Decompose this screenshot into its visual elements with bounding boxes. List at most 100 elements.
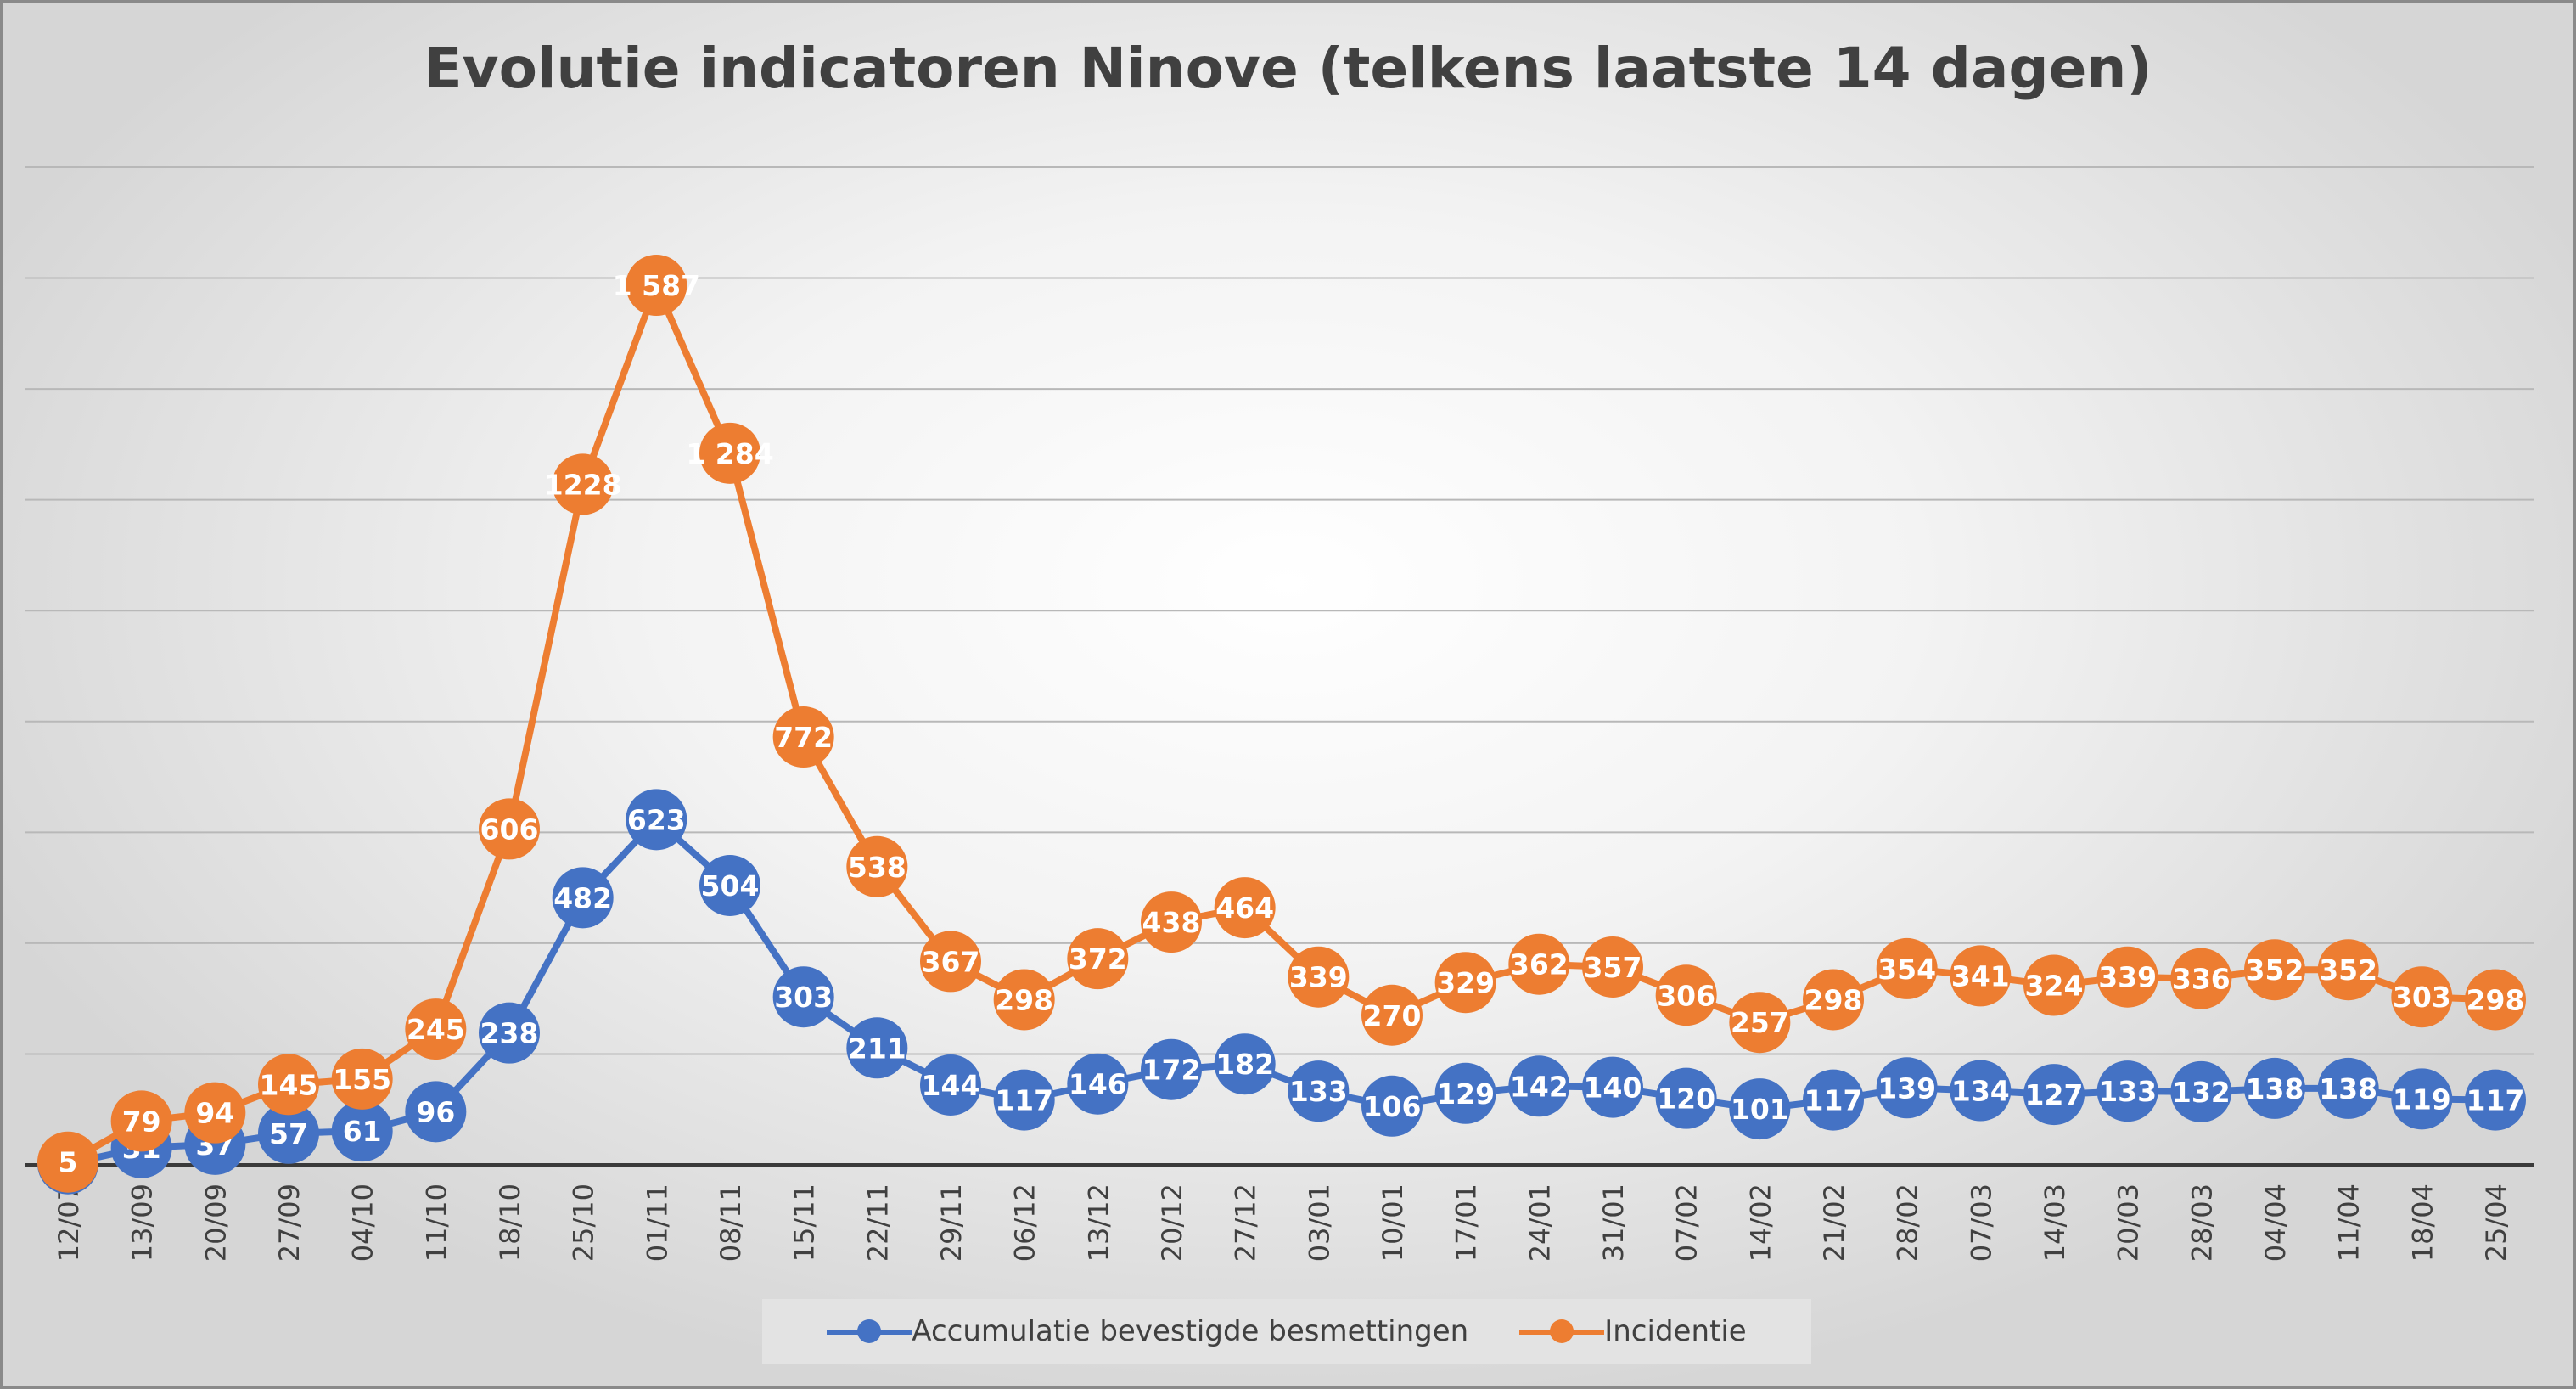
data-label: 1 284 xyxy=(686,437,773,470)
data-label: 120 xyxy=(1657,1083,1715,1116)
data-label: 504 xyxy=(701,869,760,903)
data-point xyxy=(1288,946,1350,1008)
data-point xyxy=(626,789,687,851)
x-tick-label: 12/07 xyxy=(53,1184,85,1262)
data-point xyxy=(2465,1069,2526,1131)
data-point xyxy=(1803,969,1864,1031)
data-point xyxy=(1950,945,2012,1007)
data-point xyxy=(479,798,540,860)
data-label: 139 xyxy=(1877,1071,1936,1105)
legend-label-incidentie: Incidentie xyxy=(1604,1314,1747,1348)
data-label: 772 xyxy=(774,721,833,754)
series-line xyxy=(66,282,2496,1166)
data-point xyxy=(1434,952,1496,1014)
data-point xyxy=(1361,984,1423,1046)
data-label: 57 xyxy=(269,1117,308,1150)
data-label: 362 xyxy=(1510,948,1569,981)
data-point xyxy=(1582,1056,1643,1118)
series-incidentie: 5 79 94 145 155 245 606 1228 1 587 1 284 772 538 367… xyxy=(37,255,2526,1193)
legend-item-accumulatie[interactable]: Accumulatie bevestigde besmettingen xyxy=(827,1314,1468,1348)
data-label: 352 xyxy=(2246,953,2304,987)
x-tick-label: 28/03 xyxy=(2186,1184,2218,1262)
data-label: 482 xyxy=(553,881,612,914)
x-tick-label: 22/11 xyxy=(861,1184,894,1262)
data-point xyxy=(2096,946,2158,1008)
data-point xyxy=(184,1082,246,1144)
data-point xyxy=(626,255,687,317)
data-label: 367 xyxy=(922,945,980,978)
data-label: 144 xyxy=(922,1069,980,1102)
data-point xyxy=(1067,928,1129,990)
data-label: 357 xyxy=(1584,951,1642,984)
x-tick-label: 14/02 xyxy=(1744,1184,1776,1262)
data-label: 106 xyxy=(1363,1090,1422,1123)
data-point xyxy=(258,1054,319,1116)
data-point xyxy=(405,1081,467,1143)
data-label: 119 xyxy=(2393,1083,2451,1116)
x-tick-label: 10/01 xyxy=(1377,1184,1409,1262)
data-label: 606 xyxy=(480,813,539,846)
data-label: 341 xyxy=(1951,959,2010,993)
x-tick-label: 14/03 xyxy=(2039,1184,2071,1262)
data-label: 623 xyxy=(627,803,686,836)
x-tick-label: 01/11 xyxy=(641,1184,673,1262)
data-label: 339 xyxy=(2098,961,2157,994)
data-point xyxy=(1876,937,1938,999)
data-label: 140 xyxy=(1584,1071,1642,1105)
data-point xyxy=(2023,954,2085,1016)
data-point xyxy=(258,1102,319,1164)
data-label: 133 xyxy=(2098,1075,2157,1108)
data-point xyxy=(110,1090,172,1152)
data-point xyxy=(1803,1069,1864,1131)
data-label: 61 xyxy=(343,1115,382,1148)
data-point xyxy=(1434,1062,1496,1124)
data-point xyxy=(1214,877,1276,939)
data-point xyxy=(479,1002,540,1064)
data-label: 94 xyxy=(195,1097,234,1130)
data-label: 538 xyxy=(848,851,906,884)
x-tick-label: 13/09 xyxy=(126,1184,159,1262)
data-label: 1 587 xyxy=(613,269,700,302)
data-label: 5 xyxy=(59,1146,78,1179)
x-tick-label: 20/12 xyxy=(1156,1184,1188,1262)
data-label: 329 xyxy=(1436,966,1495,999)
data-label: 339 xyxy=(1289,961,1348,994)
legend-item-incidentie[interactable]: Incidentie xyxy=(1519,1314,1747,1348)
gridlines xyxy=(25,166,2534,1055)
legend-label-accumulatie: Accumulatie bevestigde besmettingen xyxy=(912,1314,1469,1348)
data-label: 132 xyxy=(2172,1076,2231,1109)
data-label: 352 xyxy=(2319,953,2377,987)
x-tick-label: 08/11 xyxy=(715,1184,747,1262)
data-label: 298 xyxy=(995,983,1053,1016)
x-tick-label: 04/04 xyxy=(2259,1184,2292,1262)
data-point xyxy=(699,855,760,916)
data-point xyxy=(331,1100,393,1162)
data-label: 245 xyxy=(407,1013,465,1046)
data-label: 372 xyxy=(1069,942,1127,976)
x-axis: 12/07 13/09 20/09 27/09 04/10 11/10 18/10 25/10… xyxy=(25,1163,2534,1262)
data-point xyxy=(1067,1053,1129,1115)
data-label: 1228 xyxy=(544,468,622,501)
data-point xyxy=(772,966,834,1028)
data-point xyxy=(846,835,908,897)
data-label: 336 xyxy=(2172,963,2231,996)
data-point xyxy=(1141,891,1202,953)
data-point xyxy=(2317,939,2379,1001)
data-point xyxy=(993,1069,1055,1131)
x-tick-label: 13/12 xyxy=(1082,1184,1114,1262)
x-tick-label: 15/11 xyxy=(789,1184,821,1262)
data-point xyxy=(1141,1038,1202,1100)
data-point xyxy=(920,1054,981,1116)
data-point xyxy=(1508,1055,1570,1117)
data-point xyxy=(1214,1033,1276,1095)
data-label: 464 xyxy=(1215,891,1274,925)
data-point xyxy=(1729,992,1791,1054)
x-tick-label: 31/01 xyxy=(1597,1184,1630,1262)
data-point xyxy=(2170,948,2232,1009)
x-tick-label: 11/04 xyxy=(2333,1184,2366,1262)
data-point xyxy=(37,1131,98,1193)
x-tick-label: 25/10 xyxy=(568,1184,600,1262)
data-point xyxy=(2465,969,2526,1031)
data-point xyxy=(2244,939,2305,1001)
